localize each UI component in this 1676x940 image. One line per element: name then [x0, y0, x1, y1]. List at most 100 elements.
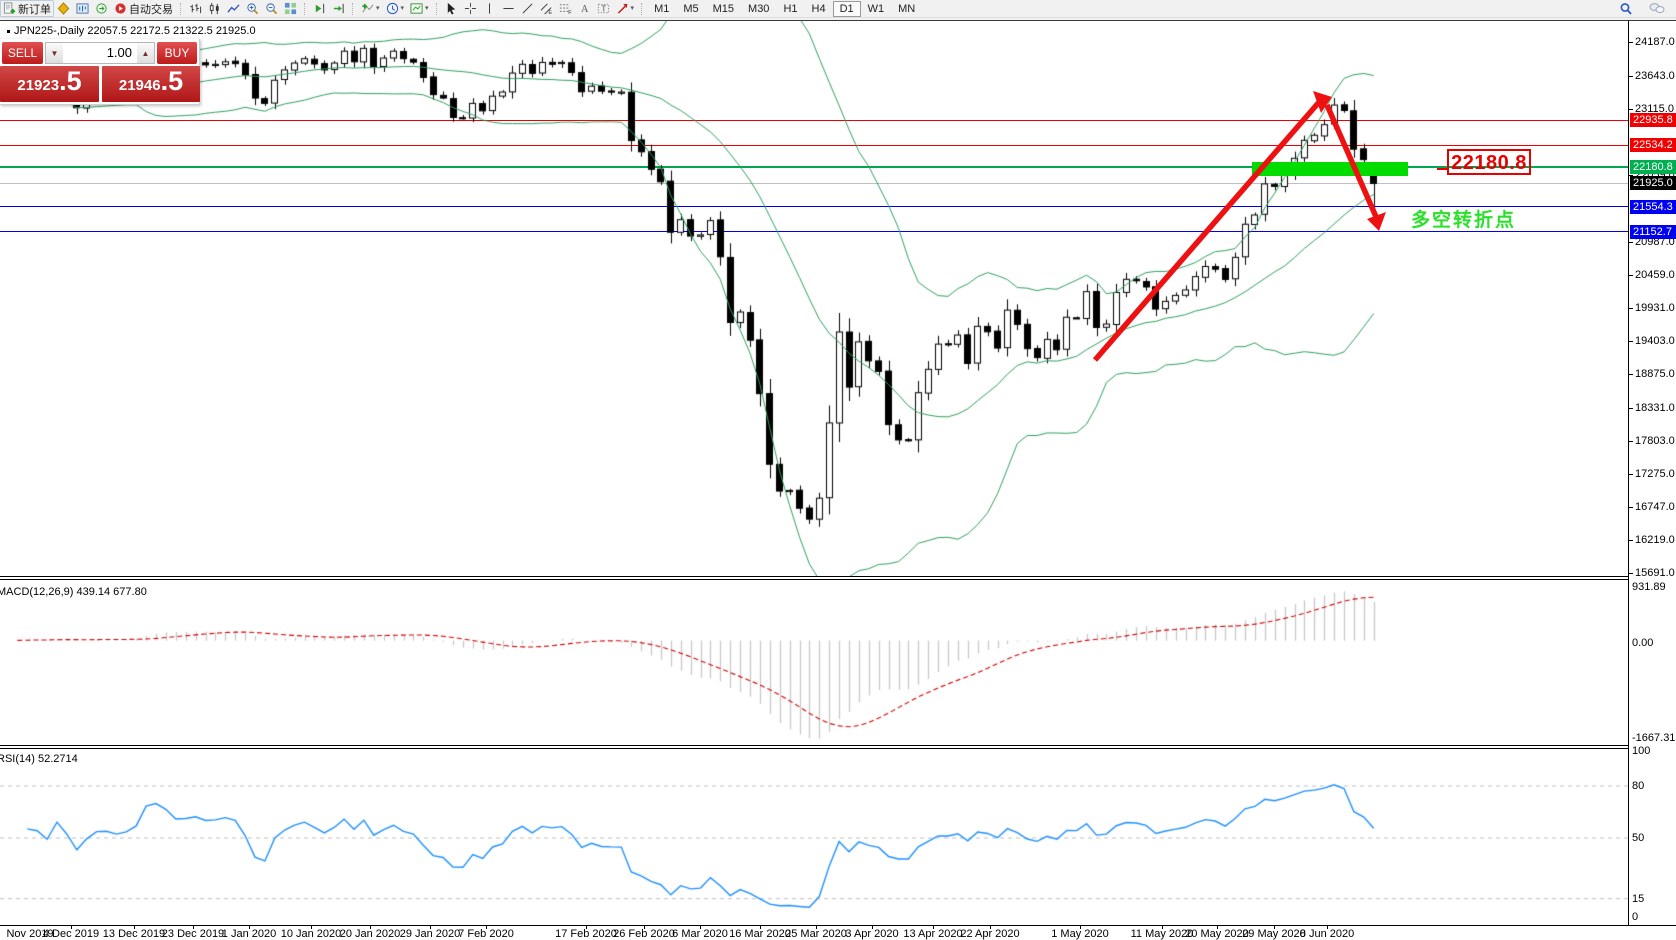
autotrading-label: 自动交易	[129, 3, 173, 16]
date-axis-label: 1 May 2020	[1051, 928, 1109, 940]
rsi-axis-label: 80	[1632, 780, 1645, 792]
search-button[interactable]	[1616, 0, 1636, 17]
periods-clock-icon	[386, 2, 398, 15]
trendline-tool-button[interactable]	[518, 0, 537, 17]
arrows-tool-button[interactable]: ▾	[613, 0, 638, 17]
svg-text:T: T	[601, 3, 606, 13]
price-callout[interactable]: 22180.8	[1447, 149, 1531, 175]
vertical-line-tool-button[interactable]	[480, 0, 499, 17]
candlestick-chart-button[interactable]	[205, 0, 224, 17]
crosshair-tool-button[interactable]	[461, 0, 480, 17]
timeframe-M1[interactable]: M1	[654, 2, 670, 15]
auto-scroll-button[interactable]	[329, 0, 348, 17]
search-icon	[1620, 2, 1632, 15]
turning-point-label[interactable]: 多空转折点	[1411, 210, 1517, 231]
volume-field[interactable]: 1.00	[106, 45, 132, 60]
profiles-icon	[96, 3, 107, 14]
vertical-line-icon	[488, 3, 490, 14]
pane-separator[interactable]	[0, 576, 1628, 580]
fibonacci-tool-button[interactable]: F	[556, 0, 575, 17]
date-tick-dash	[486, 926, 487, 929]
price-tick-dash	[1629, 108, 1633, 110]
price-tick-dash	[1629, 274, 1633, 276]
price-tick-label: 19403.0	[1635, 334, 1675, 347]
dropdown-caret-icon: ▾	[630, 5, 635, 12]
date-tick-dash	[1162, 926, 1163, 929]
callout-leader-dash	[1437, 168, 1447, 170]
price-tick-label: 16747.0	[1635, 500, 1675, 513]
date-tick-dash	[700, 926, 701, 929]
svg-text:F: F	[568, 10, 572, 15]
equidistant-channel-icon: E	[540, 3, 552, 15]
new-order-button[interactable]: 新订单	[0, 0, 54, 17]
price-tick-dash	[1629, 373, 1633, 375]
pane-separator[interactable]	[0, 745, 1628, 749]
timeframe-W1[interactable]: W1	[867, 2, 885, 15]
date-axis-label: 23 Dec 2019	[161, 928, 225, 940]
date-tick-dash	[1080, 926, 1081, 929]
chart-title-text: JPN225-,Daily 22057.5 22172.5 21322.5 21…	[14, 25, 256, 37]
timeframe-M5[interactable]: M5	[683, 2, 699, 15]
volume-spinner: ▼ 1.00 ▲	[45, 42, 155, 64]
bid-price-int: 21923	[17, 77, 60, 94]
zoom-in-button[interactable]	[243, 0, 262, 17]
date-axis-label: 26 Feb 2020	[613, 928, 675, 940]
price-line-label-22180.8: 22180.8	[1630, 160, 1676, 175]
price-tick-label: 18331.0	[1635, 401, 1675, 414]
dropdown-caret-icon: ▾	[376, 5, 380, 12]
autotrading-icon	[115, 3, 126, 14]
rsi-axis-label: 15	[1632, 892, 1645, 905]
macd-pane-canvas[interactable]	[0, 581, 1628, 745]
price-tick-dash	[1629, 307, 1633, 309]
buy-button[interactable]: BUY	[157, 42, 197, 64]
autotrading-button[interactable]: 自动交易	[111, 0, 176, 17]
line-chart-icon	[227, 4, 240, 13]
zoom-out-button[interactable]	[262, 0, 281, 17]
horizontal-line-tool-button[interactable]	[499, 0, 518, 17]
timeframe-M30[interactable]: M30	[748, 2, 770, 15]
cursor-tool-button[interactable]	[442, 0, 461, 17]
date-axis-label: 29 May 2020	[1242, 928, 1306, 940]
date-tick-dash	[816, 926, 817, 929]
trend-arrows[interactable]	[1080, 89, 1400, 379]
chat-button[interactable]	[1646, 0, 1668, 17]
rsi-pane-canvas[interactable]	[0, 750, 1628, 924]
timeframe-group: M1 M5 M15 M30 H1 H4 D1 W1 MN	[647, 0, 922, 17]
periods-button[interactable]: ▾	[383, 0, 408, 17]
open-chart-button[interactable]	[73, 0, 92, 17]
bid-price-button[interactable]: 21923.5	[0, 66, 99, 102]
templates-button[interactable]: ▾	[407, 0, 432, 17]
line-chart-button[interactable]	[224, 0, 243, 17]
timeframe-MN[interactable]: MN	[898, 2, 916, 15]
channel-tool-button[interactable]: E	[537, 0, 556, 17]
ask-price-button[interactable]: 21946.5	[102, 66, 200, 102]
date-axis[interactable]: Nov 2019 4 Dec 2019 13 Dec 2019 23 Dec 2019…	[0, 925, 1676, 940]
volume-decrease-button[interactable]: ▼	[46, 43, 63, 63]
timeframe-H4[interactable]: H4	[811, 2, 826, 15]
profiles-button[interactable]	[92, 0, 111, 17]
price-axis[interactable]: 24187.0 23643.0 23115.0 22059.0 20987.0 20459…	[1628, 21, 1676, 925]
price-line-label-21152.7: 21152.7	[1630, 224, 1676, 239]
text-label-tool-button[interactable]: T	[594, 0, 613, 17]
indicators-button[interactable]: ▾	[358, 0, 383, 17]
price-chart-canvas[interactable]	[0, 21, 1628, 576]
timeframe-D1[interactable]: D1	[832, 0, 861, 17]
volume-increase-button[interactable]: ▲	[137, 43, 154, 63]
toolbar-gap	[0, 18, 1676, 20]
text-tool-button[interactable]: A	[575, 0, 594, 17]
ask-price-int: 21946	[118, 77, 161, 94]
date-tick-dash	[760, 926, 761, 929]
timeframe-M15[interactable]: M15	[712, 2, 735, 15]
chart-wizard-button[interactable]	[54, 0, 73, 17]
date-axis-label: 4 Dec 2019	[42, 928, 100, 940]
chat-icon	[1649, 3, 1665, 13]
pivot-highlight-rect[interactable]	[1252, 162, 1408, 176]
sell-button[interactable]: SELL	[2, 42, 43, 64]
bar-chart-button[interactable]	[186, 0, 205, 17]
date-axis-label: 17 Feb 2020	[555, 928, 617, 940]
tile-windows-button[interactable]	[281, 0, 300, 17]
timeframe-H1[interactable]: H1	[783, 2, 798, 15]
chart-shift-button[interactable]	[310, 0, 329, 17]
date-tick-dash	[1327, 926, 1328, 929]
